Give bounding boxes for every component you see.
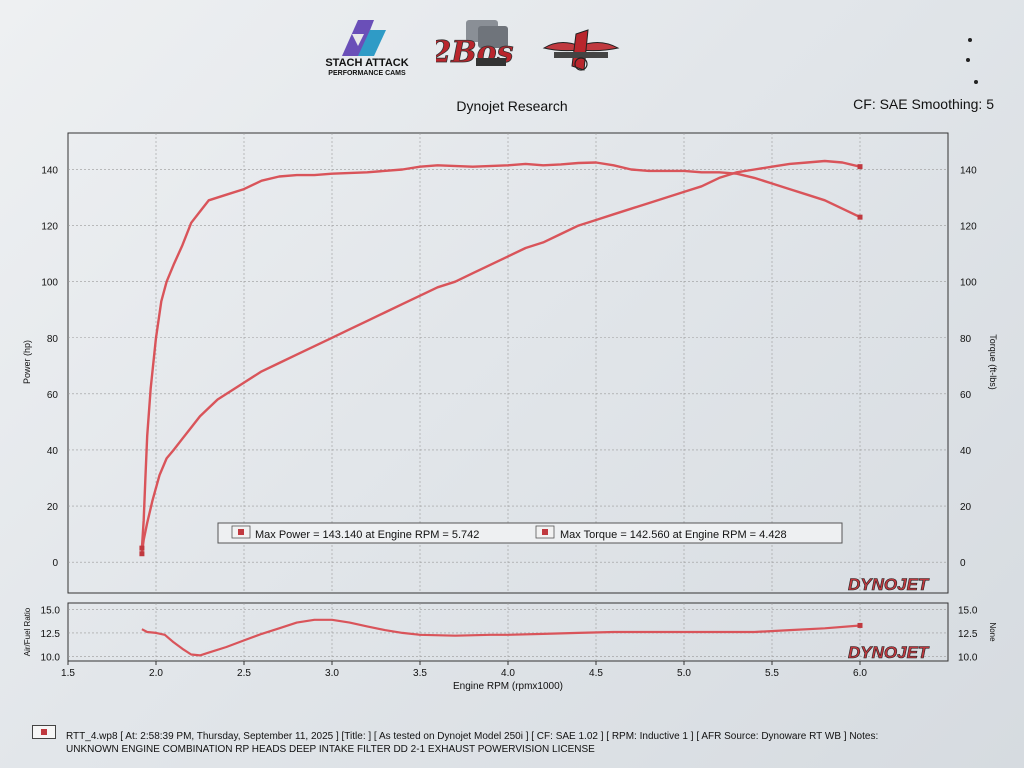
- main-y-ticks-right: 0 20 40 60 80 100 120 140: [960, 165, 977, 569]
- main-y-tick-label-right: 0: [960, 558, 966, 569]
- afr-series-group: [141, 618, 863, 657]
- run-info-footer: RTT_4.wp8 [ At: 2:58:39 PM, Thursday, Se…: [66, 730, 1006, 756]
- x-axis-label: Engine RPM (rpmx1000): [453, 681, 563, 692]
- afr-grid: [68, 603, 948, 661]
- main-y-tick-label-left: 120: [41, 222, 58, 233]
- main-y-tick-label-left: 0: [52, 558, 58, 569]
- main-y-tick-label-right: 60: [960, 390, 972, 401]
- afr-y-tick-label-right: 15.0: [958, 606, 978, 617]
- footer-line-1: RTT_4.wp8 [ At: 2:58:39 PM, Thursday, Se…: [66, 731, 879, 742]
- series-end-marker-afr: [857, 622, 863, 628]
- chart-title: Dynojet Research: [456, 98, 568, 114]
- main-y-tick-label-left: 80: [47, 334, 59, 345]
- afr-y-tick-label-left: 10.0: [41, 652, 61, 663]
- series-line-afr: [141, 618, 861, 657]
- x-tick-label: 4.5: [589, 668, 603, 679]
- y-axis-label-torque: Torque (ft-lbs): [988, 334, 998, 390]
- main-y-tick-label-right: 100: [960, 278, 977, 289]
- main-y-tick-label-right: 40: [960, 446, 972, 457]
- x-tick-label: 5.5: [765, 668, 779, 679]
- afr-y-ticks-left: 10.0 12.5 15.0: [41, 606, 61, 664]
- x-tick-label: 3.5: [413, 668, 427, 679]
- dynojet-watermark-text: DYNOJET: [848, 575, 930, 594]
- x-tick-label: 5.0: [677, 668, 691, 679]
- series-line-power: [140, 159, 861, 554]
- afr-y-tick-label-right: 10.0: [958, 652, 978, 663]
- y-axis-label-none: None: [988, 622, 997, 642]
- main-y-tick-label-right: 20: [960, 502, 972, 513]
- third-logo: [542, 29, 620, 71]
- footer-line-2: UNKNOWN ENGINE COMBINATION RP HEADS DEEP…: [66, 744, 595, 755]
- stach-attack-line1: STACH ATTACK: [325, 57, 408, 69]
- main-grid: [68, 133, 948, 593]
- main-series-group: [139, 159, 863, 557]
- legend-box: [217, 522, 843, 544]
- legend-swatch-power-fill: [238, 529, 244, 535]
- x-tick-label: 2.0: [149, 668, 163, 679]
- x-tick-label: 2.5: [237, 668, 251, 679]
- hole-punch-dot: [974, 80, 978, 84]
- y-axis-label-power: Power (hp): [22, 340, 32, 384]
- main-y-tick-label-left: 60: [47, 390, 59, 401]
- main-y-tick-label-left: 140: [41, 165, 58, 176]
- afr-y-ticks-right: 10.0 12.5 15.0: [958, 606, 978, 664]
- main-y-tick-label-left: 20: [47, 502, 59, 513]
- afr-y-tick-label-left: 12.5: [41, 629, 61, 640]
- main-y-tick-label-left: 40: [47, 446, 59, 457]
- stach-attack-logo: STACH ATTACK PERFORMANCE CAMS: [325, 20, 409, 77]
- afr-y-tick-label-left: 15.0: [41, 606, 61, 617]
- x-tick-label: 3.0: [325, 668, 339, 679]
- series-line-torque: [140, 161, 861, 549]
- 2bos-logo: 2Bos: [436, 20, 514, 70]
- legend: Max Power = 143.140 at Engine RPM = 5.74…: [217, 522, 843, 544]
- x-tick-label: 4.0: [501, 668, 515, 679]
- series-start-marker-torque: [139, 545, 145, 551]
- main-y-tick-label-right: 120: [960, 222, 977, 233]
- run-file-icon: [32, 725, 56, 739]
- hole-punch-dot: [968, 38, 972, 42]
- y-axis-label-afr: Air/Fuel Ratio: [23, 607, 32, 656]
- legend-swatch-torque-fill: [542, 529, 548, 535]
- afr-y-tick-label-right: 12.5: [958, 629, 978, 640]
- series-end-marker-power: [857, 164, 863, 170]
- stach-attack-line2: PERFORMANCE CAMS: [328, 70, 406, 77]
- main-y-tick-label-right: 140: [960, 165, 977, 176]
- hole-punch-dot: [966, 58, 970, 62]
- dynojet-watermark-afr: DYNOJET: [848, 643, 930, 662]
- series-end-marker-torque: [857, 214, 863, 220]
- main-y-ticks-left: 0 20 40 60 80 100 120 140: [41, 165, 58, 569]
- series-start-marker-power: [139, 551, 145, 557]
- x-tick-label: 1.5: [61, 668, 75, 679]
- x-tick-label: 6.0: [853, 668, 867, 679]
- cf-smoothing-label: CF: SAE Smoothing: 5: [853, 96, 994, 112]
- x-ticks: 1.5 2.0 2.5 3.0 3.5 4.0 4.5 5.0 5.5 6.0: [61, 661, 867, 679]
- main-y-tick-label-right: 80: [960, 334, 972, 345]
- legend-entry-max-power: Max Power = 143.140 at Engine RPM = 5.74…: [255, 529, 479, 541]
- main-y-tick-label-left: 100: [41, 278, 58, 289]
- dynojet-watermark-main: DYNOJET: [848, 575, 931, 595]
- legend-entry-max-torque: Max Torque = 142.560 at Engine RPM = 4.4…: [560, 529, 787, 541]
